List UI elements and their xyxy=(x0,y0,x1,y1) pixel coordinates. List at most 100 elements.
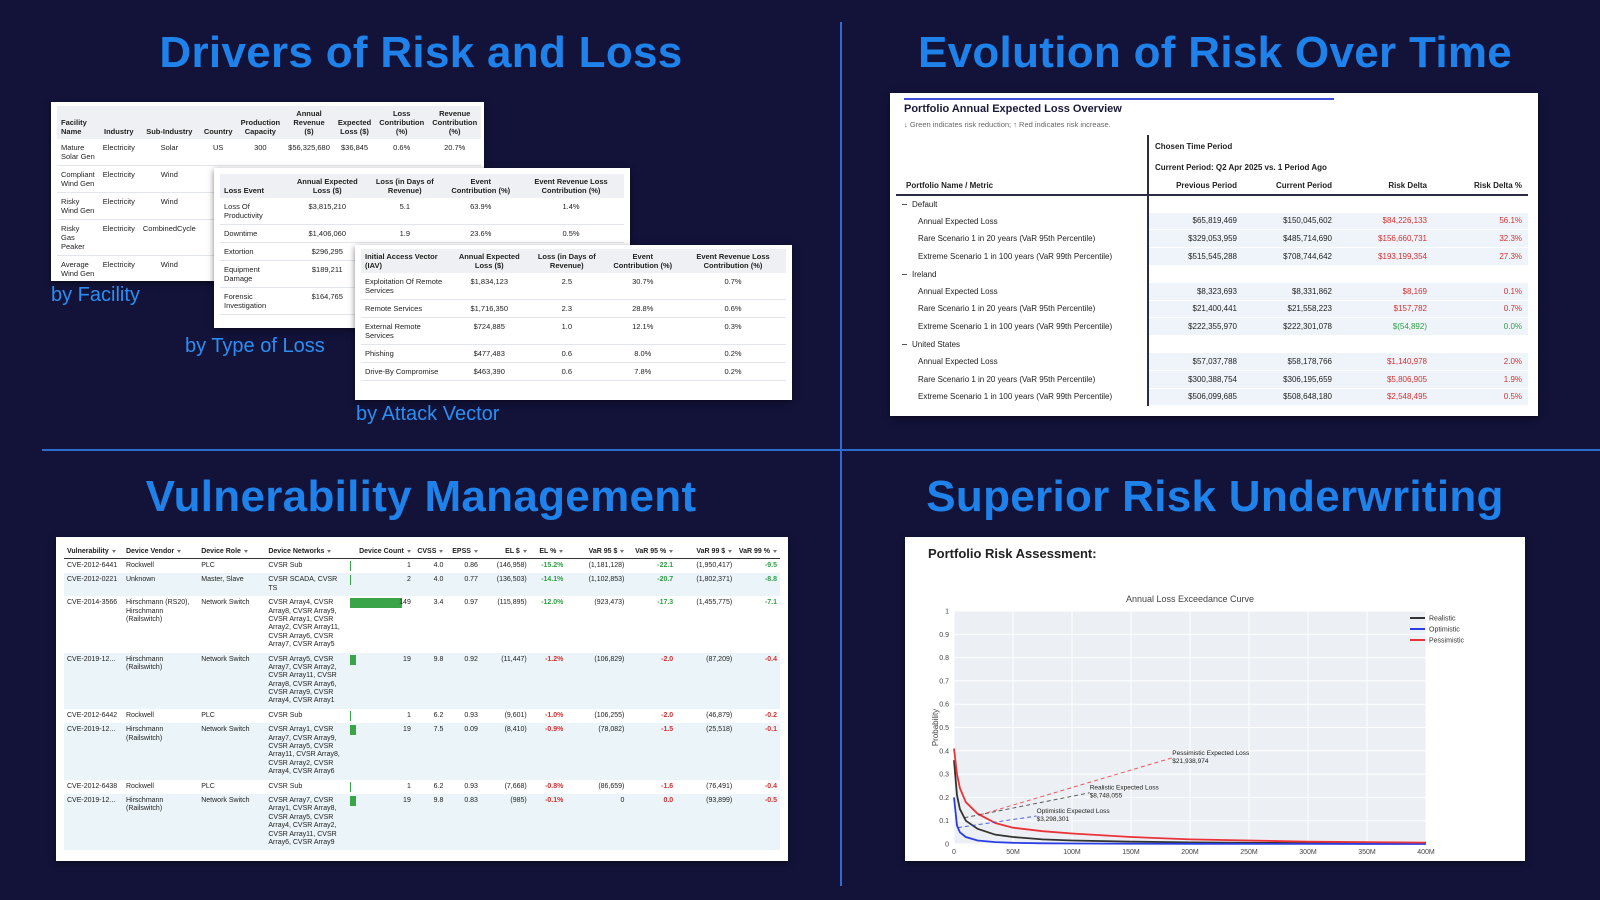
metric-value: $156,660,731 xyxy=(1338,229,1433,249)
table-cell: Remote Services xyxy=(361,299,451,318)
column-header: Vulnerability xyxy=(64,545,123,559)
table-cell: Average Wind Gen xyxy=(57,255,99,281)
empty-cell xyxy=(1148,265,1243,282)
count-value: 1 xyxy=(406,711,411,719)
metric-row: Rare Scenario 1 in 20 years (VaR 95th Pe… xyxy=(896,370,1529,389)
column-header: Device Networks xyxy=(265,545,347,559)
table-wrap: Chosen Time Period Current Period: Q2 Apr… xyxy=(890,135,1529,407)
table-cell: 1.0 xyxy=(528,317,606,345)
table-cell: 2.5 xyxy=(528,273,606,300)
group-row: Default xyxy=(896,194,1528,213)
count-value: 149 xyxy=(399,599,411,607)
table-cell: 300 xyxy=(236,139,285,166)
table-cell: US xyxy=(199,139,237,166)
metric-value: $84,226,133 xyxy=(1338,212,1433,231)
table-cell: -1.6 xyxy=(661,782,674,790)
column-header: VaR 95 $ xyxy=(566,545,628,559)
metric-value: $58,178,766 xyxy=(1243,352,1338,371)
table-cell: -2.0 xyxy=(627,652,677,709)
table-cell: (78,082) xyxy=(566,723,628,780)
empty-cell xyxy=(1243,195,1338,213)
series-line xyxy=(953,748,1427,844)
x-tick-label: 0 xyxy=(952,849,956,856)
table-cell: (11,447) xyxy=(480,652,530,709)
y-tick-label: 0 xyxy=(945,842,949,849)
metric-value: 0.1% xyxy=(1433,282,1529,301)
table-row: CVE-2019-12... Hirschmann (Railswitch) Net… xyxy=(64,723,780,780)
empty-cell xyxy=(1338,336,1433,353)
device-count-cell: 1 xyxy=(347,709,414,723)
column-header: Initial Access Vector (IAV) xyxy=(361,249,451,273)
table-cell: (1,802,371) xyxy=(676,573,736,597)
table-cell: 1.4% xyxy=(518,198,624,225)
table-cell: $56,325,680 xyxy=(284,139,334,166)
column-header: Current Period xyxy=(1243,177,1338,196)
table-cell: Master, Slave xyxy=(198,573,266,597)
count-bar xyxy=(349,575,351,586)
x-tick-label: 150M xyxy=(1122,849,1140,856)
column-header: Event Revenue Loss Contribution (%) xyxy=(518,174,624,198)
column-header: Risk Delta % xyxy=(1433,177,1529,196)
vertical-divider xyxy=(840,22,842,886)
count-bar xyxy=(349,654,357,665)
metric-value: $708,744,642 xyxy=(1243,247,1338,266)
table-cell: Extortion xyxy=(220,242,289,261)
y-tick-label: 0.4 xyxy=(939,748,949,755)
section-title: Evolution of Risk Over Time xyxy=(917,28,1513,77)
y-axis-title: Probability xyxy=(931,709,940,746)
table-cell: Network Switch xyxy=(201,599,250,607)
period-label: Current Period: Q2 Apr 2025 vs. 1 Period… xyxy=(1155,162,1327,172)
table-cell: Downtime xyxy=(220,224,289,243)
annotation-value: $21,938,974 xyxy=(1172,758,1209,765)
table-cell: (1,102,853) xyxy=(566,573,628,597)
panel-title: Portfolio Annual Expected Loss Overview xyxy=(904,103,1122,115)
table-cell: 30.7% xyxy=(605,273,681,300)
table-row: Phishing $477,483 0.6 8.0% 0.2% xyxy=(361,344,786,363)
table-cell: 0 xyxy=(566,793,628,851)
table-cell: 4.0 xyxy=(433,562,444,569)
table-cell: -1.5 xyxy=(627,723,677,780)
column-header: Loss (in Days of Revenue) xyxy=(528,249,606,273)
x-tick-label: 400M xyxy=(1417,849,1435,856)
metric-value: $8,331,862 xyxy=(1243,282,1338,301)
column-header: Loss Event xyxy=(220,174,289,198)
table-cell: 0.6 xyxy=(528,344,606,363)
metric-row: Annual Expected Loss $57,037,788 $58,178,7… xyxy=(896,352,1529,371)
column-header: VaR 95 % xyxy=(627,545,677,559)
table-row: CVE-2012-6442 Rockwell PLC CVSR Sub 1 6.2 0.93… xyxy=(64,709,780,723)
table-cell: 0.93 xyxy=(464,711,478,719)
table-cell: PLC xyxy=(201,782,215,790)
table-cell: Electricity xyxy=(98,165,139,193)
metric-value: 0.5% xyxy=(1433,388,1529,407)
chart-title: Annual Loss Exceedance Curve xyxy=(1126,594,1254,604)
table-cell: CVSR SCADA, CVSR TS xyxy=(265,573,347,597)
table-row: CVE-2012-6438 Rockwell PLC CVSR Sub 1 6.2 0.93… xyxy=(64,780,780,794)
table-cell: Electricity xyxy=(98,139,139,166)
table-cell: CVSR Array1, CVSR Array7, CVSR Array9, C… xyxy=(265,723,347,780)
table-cell: CVE-2014-3566 xyxy=(67,599,118,607)
table-cell: -8.8 xyxy=(735,573,780,597)
metric-value: $157,782 xyxy=(1338,300,1433,319)
table-row: Drive-By Compromise $463,390 0.6 7.8% 0.2% xyxy=(361,362,786,381)
column-header: EL % xyxy=(529,545,567,559)
header-row: Loss Event Annual Expected Loss ($) Loss (… xyxy=(220,174,624,198)
table-cell: (1,455,775) xyxy=(696,599,733,607)
column-header: VaR 99 % xyxy=(735,545,780,559)
spacer xyxy=(896,157,1149,177)
table-cell: CVSR Array5, CVSR Array7, CVSR Array2, C… xyxy=(265,652,347,709)
table-cell: (8,410) xyxy=(480,723,530,780)
table-cell: $296,295 xyxy=(288,242,367,261)
table-body: Exploitation Of Remote Services $1,834,12… xyxy=(361,273,786,381)
metric-value: 2.0% xyxy=(1433,352,1529,371)
table-cell: Unknown xyxy=(122,573,199,597)
metric-value: $222,355,970 xyxy=(1148,317,1243,337)
table-cell: CVSR Array7, CVSR Array1, CVSR Array8, C… xyxy=(265,793,347,851)
device-count-cell: 149 xyxy=(347,596,414,652)
table-cell: (923,473) xyxy=(594,599,625,607)
metric-value: $(54,892) xyxy=(1338,317,1433,337)
count-value: 1 xyxy=(406,562,411,569)
table-cell: -1.0% xyxy=(545,711,564,719)
table-cell: 63.9% xyxy=(443,198,519,225)
table-cell: 0.92 xyxy=(446,652,481,709)
table-cell: Hirschmann (Railswitch) xyxy=(122,793,199,851)
